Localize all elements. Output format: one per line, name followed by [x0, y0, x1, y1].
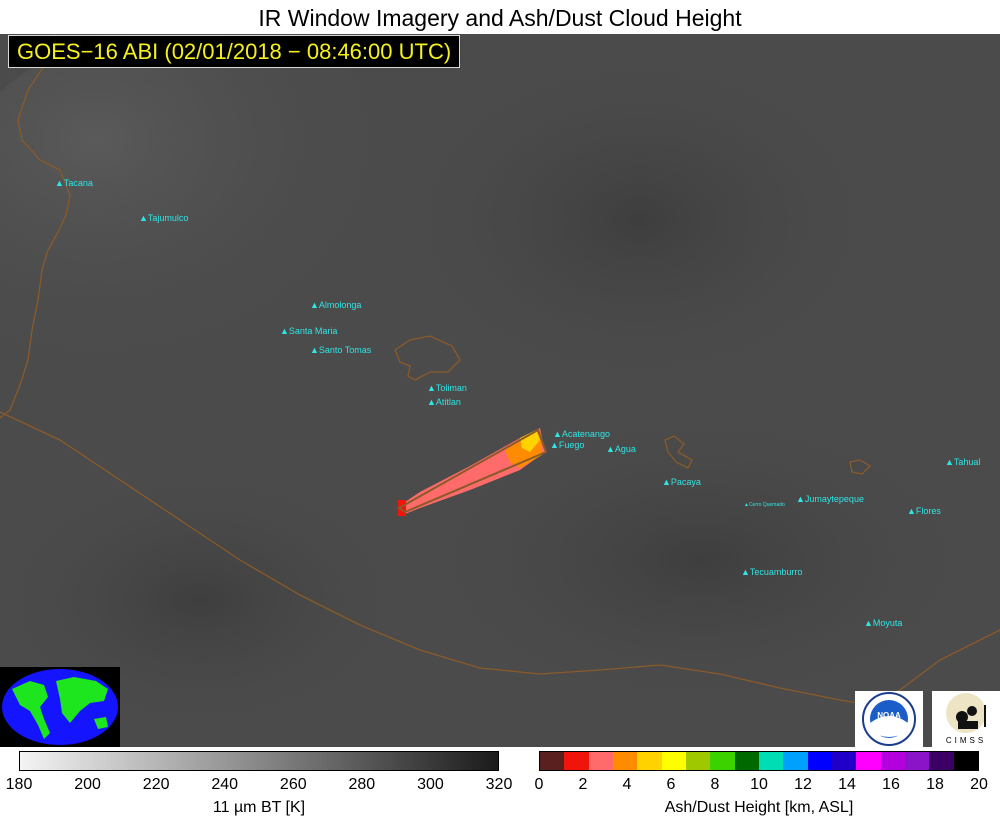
map-layer: [0, 34, 1000, 747]
satellite-map[interactable]: [0, 34, 1000, 747]
ash-color-swatch: [588, 752, 613, 770]
ash-color-swatch: [661, 752, 686, 770]
ash-color-swatch: [807, 752, 832, 770]
ash-color-swatch: [734, 752, 759, 770]
ash-color-swatch: [953, 752, 978, 770]
noaa-logo: NOAA: [855, 691, 923, 747]
bt-tick-label: 240: [211, 776, 239, 793]
volcano-tajumulco: ▲Tajumulco: [139, 213, 189, 223]
ash-color-swatch: [612, 752, 638, 770]
volcano-flores: ▲Flores: [907, 506, 941, 516]
bt-tick-label: 280: [348, 776, 376, 793]
volcano-almolonga: ▲Almolonga: [310, 300, 362, 310]
bt-colorbar: [19, 751, 499, 771]
bt-tick-label: 320: [485, 776, 513, 793]
ash-tick-label: 6: [666, 776, 676, 793]
bt-tick-label: 180: [5, 776, 33, 793]
noaa-text: NOAA: [877, 711, 901, 720]
volcano-toliman: ▲Toliman: [427, 383, 467, 393]
ash-plume: [397, 428, 548, 516]
cimss-text: CIMSS: [945, 736, 987, 745]
map-title: IR Window Imagery and Ash/Dust Cloud Hei…: [258, 5, 742, 31]
ash-tick-label: 18: [926, 776, 944, 793]
ash-tick-label: 16: [882, 776, 900, 793]
ash-tick-label: 4: [622, 776, 632, 793]
ash-color-swatch: [929, 752, 954, 770]
volcano-agua: ▲Agua: [606, 444, 636, 454]
ash-color-swatch: [710, 752, 735, 770]
bt-colorbar-label: 11 µm BT [K]: [212, 799, 306, 816]
globe-inset: [0, 667, 120, 747]
ash-color-swatch: [564, 752, 589, 770]
ash-color-swatch: [783, 752, 808, 770]
ash-tick-label: 12: [794, 776, 812, 793]
ash-color-swatch: [637, 752, 662, 770]
volcano-santa-maria: ▲Santa Maria: [280, 326, 338, 336]
bt-tick-label: 260: [279, 776, 307, 793]
ash-color-swatch: [540, 752, 565, 770]
ash-tick-label: 20: [970, 776, 988, 793]
volcano-moyuta: ▲Moyuta: [864, 618, 903, 628]
bt-tick-label: 200: [74, 776, 101, 793]
ash-tick-label: 0: [534, 776, 544, 793]
ash-color-swatch: [758, 752, 784, 770]
volcano-tahual: ▲Tahual: [945, 457, 981, 467]
volcano-cerro-quemado: ▲Cerro Quemado: [744, 502, 785, 508]
bt-tick-label: 220: [142, 776, 170, 793]
ash-color-swatch: [685, 752, 711, 770]
ash-tick-label: 14: [838, 776, 856, 793]
volcano-acatenango: ▲Acatenango: [553, 429, 610, 439]
ash-colorbar-label: Ash/Dust Height [km, ASL]: [664, 799, 854, 816]
ash-tick-label: 8: [710, 776, 720, 793]
volcano-tecuamburro: ▲Tecuamburro: [741, 567, 803, 577]
cimss-logo: CIMSS: [932, 691, 1000, 747]
ash-tick-label: 2: [578, 776, 588, 793]
volcano-tacana: ▲Tacana: [55, 178, 93, 188]
volcano-fuego: ▲Fuego: [550, 440, 585, 450]
volcano-pacaya: ▲Pacaya: [662, 477, 701, 487]
ash-color-swatch: [880, 752, 905, 770]
ash-colorbar: [539, 751, 979, 771]
satellite-timestamp: GOES−16 ABI (02/01/2018 − 08:46:00 UTC): [8, 35, 461, 68]
ash-color-swatch: [904, 752, 930, 770]
cimss-emblem-icon: [946, 693, 986, 733]
noaa-emblem-icon: NOAA: [862, 692, 916, 746]
volcano-jumaytepeque: ▲Jumaytepeque: [796, 494, 864, 504]
ash-color-swatch: [831, 752, 857, 770]
volcano-santo-tomas: ▲Santo Tomas: [310, 345, 372, 355]
ash-color-swatch: [856, 752, 881, 770]
bt-tick-label: 300: [417, 776, 444, 793]
ash-tick-label: 10: [750, 776, 768, 793]
volcano-atitlan: ▲Atitlan: [427, 397, 461, 407]
